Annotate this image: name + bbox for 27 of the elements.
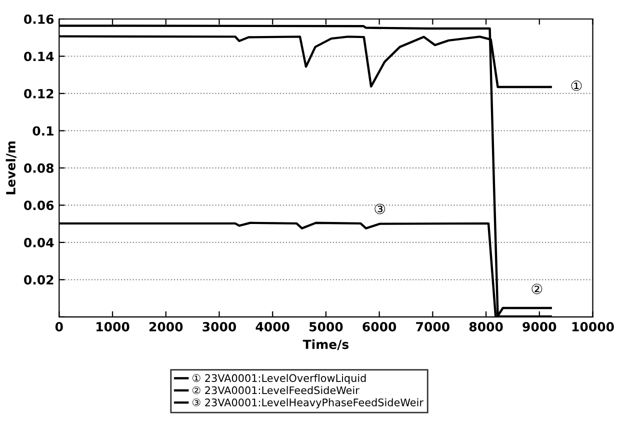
x-tick-label: 10000 [572,322,614,332]
x-tick-label: 7000 [416,322,450,332]
y-tick-label: 0.06 [24,200,54,210]
annotation: ② [532,284,542,294]
y-tick-label: 0.12 [24,88,54,98]
legend-label: ② 23VA0001:LevelFeedSideWeir [192,386,360,394]
legend-label: ① 23VA0001:LevelOverflowLiquid [192,374,366,384]
legend-label: ③ 23VA0001:LevelHeavyPhaseFeedSideWeir [192,398,424,408]
x-tick-label: 8000 [469,322,503,332]
y-tick-label: 0.16 [24,14,54,24]
y-tick-label: 0.04 [24,238,54,248]
x-tick-label: 4000 [256,322,290,332]
annotation: ① [571,80,582,91]
x-tick-label: 3000 [202,322,236,332]
x-tick-label: 0 [55,322,63,332]
y-tick-label: 0.1 [32,126,54,136]
x-tick-label: 5000 [310,322,343,332]
x-tick-label: 9000 [522,322,556,332]
x-tick-label: 1000 [96,322,130,332]
y-tick-label: 0.14 [24,52,54,62]
annotation: ③ [374,204,386,214]
x-tick-label: 6000 [362,322,396,332]
x-tick-label: 2000 [149,322,183,332]
y-tick-label: 0.08 [24,163,54,173]
y-axis-title: Level/m [6,141,16,194]
x-axis-title: Time/s [302,339,349,350]
y-tick-label: 0.02 [24,275,54,285]
